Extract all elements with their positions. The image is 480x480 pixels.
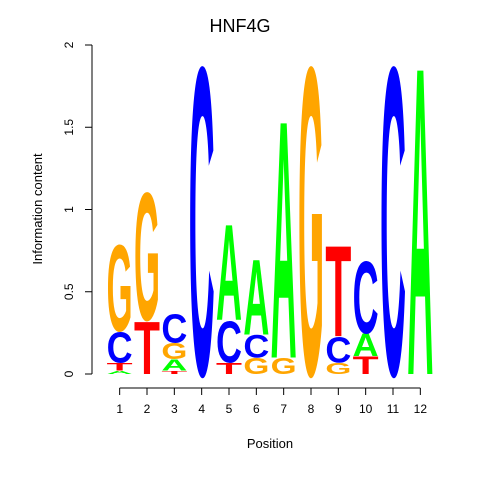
base-letter-C: C — [216, 310, 242, 375]
base-letter-G: G — [243, 354, 269, 380]
logo-stack: GA — [271, 51, 297, 431]
base-letter-A: A — [271, 51, 297, 431]
base-letter-T: T — [353, 352, 379, 380]
base-letter-G: G — [107, 221, 133, 359]
base-letter-A: A — [353, 328, 379, 364]
y-axis: 0 0.5 1 1.5 2 — [62, 41, 93, 377]
x-tick-label: 9 — [335, 402, 342, 416]
base-letter-G: G — [325, 359, 351, 377]
x-tick-label: 8 — [308, 402, 315, 416]
base-letter-A: A — [243, 238, 269, 357]
x-tick-label: 12 — [414, 402, 428, 416]
base-letter-A: A — [407, 0, 433, 468]
base-letter-C: C — [189, 0, 215, 468]
base-letter-C: C — [243, 329, 269, 365]
x-tick-label: 10 — [359, 402, 373, 416]
y-tick-label: 2 — [62, 41, 76, 48]
y-tick-label: 0.5 — [62, 283, 76, 300]
base-letter-G: G — [298, 0, 324, 468]
logo-stack: TG — [134, 154, 160, 390]
base-letter-A: A — [216, 197, 242, 350]
logo-stack: GCT — [325, 218, 351, 378]
logo-stack: GCA — [243, 238, 269, 380]
base-letter-T: T — [107, 360, 133, 373]
base-letter-A: A — [107, 370, 133, 375]
logo-stack: C — [189, 0, 215, 468]
logo-stack: TCA — [216, 197, 242, 378]
x-tick-label: 2 — [144, 402, 151, 416]
base-letter-T: T — [134, 306, 160, 390]
chart-title: HNF4G — [209, 16, 270, 36]
base-letter-C: C — [380, 0, 406, 468]
x-axis-label: Position — [247, 436, 293, 451]
base-letter-T: T — [161, 370, 188, 375]
base-letter-C: C — [353, 241, 379, 356]
x-tick-label: 11 — [387, 402, 400, 416]
base-letter-G: G — [134, 154, 160, 359]
y-tick-label: 0 — [62, 370, 76, 377]
x-axis: 1 2 3 4 5 6 7 8 9 10 11 12 — [116, 387, 428, 416]
base-letter-G: G — [161, 339, 187, 365]
logo-stack: A — [407, 0, 433, 468]
x-tick-label: 4 — [198, 402, 205, 416]
base-letter-T: T — [216, 360, 242, 378]
x-tick-label: 5 — [226, 402, 233, 416]
y-tick-label: 1 — [62, 206, 76, 213]
x-tick-label: 1 — [116, 402, 123, 416]
base-letter-C: C — [161, 307, 187, 353]
logo-stack: G — [298, 0, 324, 468]
y-tick-label: 1.5 — [62, 119, 76, 136]
base-letter-C: C — [107, 324, 133, 372]
x-tick-label: 3 — [171, 402, 178, 416]
x-tick-label: 7 — [280, 402, 287, 416]
y-axis-label: Information content — [30, 153, 45, 265]
logo-stack: TAC — [353, 241, 379, 380]
logo-stack: C — [380, 0, 406, 468]
base-letter-A: A — [161, 356, 187, 374]
base-letter-G: G — [271, 354, 297, 380]
base-letter-T: T — [325, 218, 351, 365]
base-letter-C: C — [325, 329, 351, 370]
x-tick-label: 6 — [253, 402, 260, 416]
